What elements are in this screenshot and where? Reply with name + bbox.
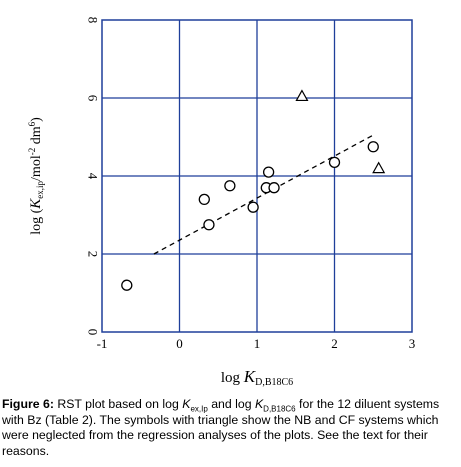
x-axis-label: log KD,B18C6 [221,367,293,388]
triangle-point [372,161,386,174]
y-tick-label: 2 [86,251,101,258]
caption-text-2: and log [207,397,255,411]
circle-point [247,201,259,213]
caption-k1: K [182,397,191,411]
x-tick-label: -1 [97,336,108,351]
y-tick-label: 0 [86,329,101,336]
x-axis-label-main: log [221,370,244,386]
x-axis-label-var: K [243,367,257,386]
y-tick-label: 4 [86,173,101,180]
y-tick-label: 8 [86,17,101,24]
regression-line [153,134,374,255]
circle-point [203,219,215,231]
circle-point [198,193,210,206]
caption-label: Figure 6: [2,397,54,411]
y-axis-label-end: ) [29,117,44,122]
circle-point [121,279,133,291]
y-axis-ticks: 0 2 4 6 8 [86,17,101,336]
y-axis-label-sub: ex,ip [35,180,45,198]
x-tick-label: 3 [409,336,416,351]
x-tick-label: 2 [331,336,338,351]
x-axis-label-sub: D,B18C6 [255,377,293,388]
circle-point [262,166,275,178]
circle-point [268,182,280,194]
circle-point [367,141,379,153]
regression-dashed-line [153,134,374,255]
y-axis-label: log (Kex,ip/mol-2 dm6) [27,117,45,235]
y-axis-label-post: /mol [29,155,44,181]
caption-k2: K [254,397,264,411]
y-axis-label-sup2: 6 [27,121,37,126]
x-tick-label: 1 [254,336,261,351]
x-axis-ticks: -1 0 1 2 3 [97,336,416,351]
y-tick-label: 6 [86,95,101,102]
caption-text-3: for the 12 diluent systems with Bz (Tabl… [2,397,440,458]
y-axis-label-var: K [28,198,44,210]
x-tick-label: 0 [176,336,183,351]
data-points [121,89,386,291]
figure-caption: Figure 6: RST plot based on log Kex,Ip a… [2,397,458,459]
grid-lines [102,20,412,332]
y-axis-label-pre: log ( [29,208,44,234]
y-axis-label-sup1: -2 [27,148,37,156]
caption-k2-sub: D,B18C6 [263,404,296,414]
circle-point [328,156,341,169]
triangle-point [295,89,309,102]
circle-point [224,180,236,192]
caption-text-1: RST plot based on log [53,397,183,411]
caption-k1-sub: ex,Ip [190,404,208,414]
y-axis-label-mid: dm [29,126,44,148]
